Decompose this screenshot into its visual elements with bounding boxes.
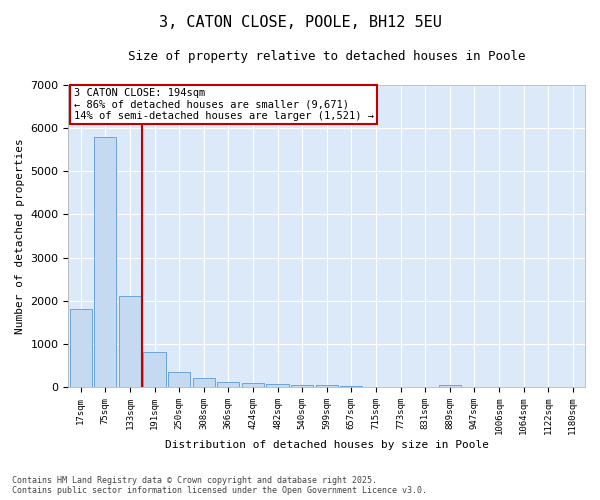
X-axis label: Distribution of detached houses by size in Poole: Distribution of detached houses by size … (165, 440, 489, 450)
Bar (70, 310, 92, 387)
Bar (143, 352, 166, 387)
Bar (365, 386, 387, 387)
Bar (439, 384, 461, 387)
Bar (340, 386, 362, 387)
Bar (217, 382, 239, 387)
Title: Size of property relative to detached houses in Poole: Size of property relative to detached ho… (128, 50, 526, 63)
Bar (291, 384, 313, 387)
Bar (94, 137, 116, 387)
Bar (119, 296, 141, 387)
Y-axis label: Number of detached properties: Number of detached properties (15, 138, 25, 334)
Bar (168, 372, 190, 387)
Text: 3 CATON CLOSE: 194sqm
← 86% of detached houses are smaller (9,671)
14% of semi-d: 3 CATON CLOSE: 194sqm ← 86% of detached … (74, 88, 374, 121)
Bar (242, 383, 264, 387)
Bar (193, 378, 215, 387)
Text: Contains HM Land Registry data © Crown copyright and database right 2025.
Contai: Contains HM Land Registry data © Crown c… (12, 476, 427, 495)
Bar (266, 384, 289, 387)
Text: 3, CATON CLOSE, POOLE, BH12 5EU: 3, CATON CLOSE, POOLE, BH12 5EU (158, 15, 442, 30)
Bar (316, 385, 338, 387)
